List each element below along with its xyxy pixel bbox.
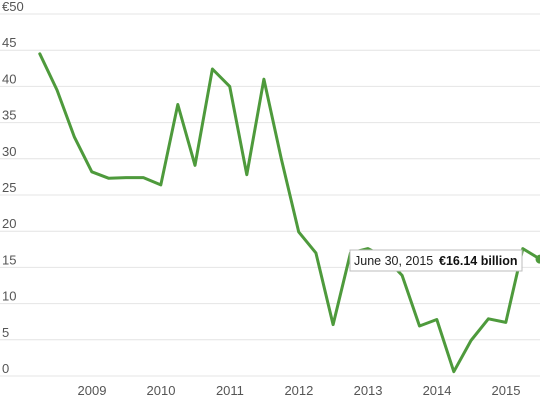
hover-tooltip: June 30, 2015 €16.14 billion (349, 249, 523, 272)
x-tick-label: 2009 (78, 383, 107, 398)
y-tick-label: 10 (2, 289, 16, 304)
x-tick-label: 2013 (354, 383, 383, 398)
tooltip-value: €16.14 billion (439, 254, 518, 268)
x-tick-label: 2015 (492, 383, 521, 398)
y-tick-label: 0 (2, 361, 9, 376)
y-tick-label: 40 (2, 71, 16, 86)
y-tick-label: 30 (2, 144, 16, 159)
x-tick-label: 2014 (423, 383, 452, 398)
series-line (38, 52, 540, 374)
y-tick-label: 45 (2, 35, 16, 50)
y-tick-label: 15 (2, 252, 16, 267)
tooltip-box (349, 249, 523, 272)
series-line-group (38, 52, 540, 374)
y-tick-label: 35 (2, 108, 16, 123)
x-axis-ticks: 2009 2010 2011 2012 2013 2014 2015 (78, 383, 521, 398)
y-tick-label: 5 (2, 325, 9, 340)
x-tick-label: 2012 (284, 383, 313, 398)
highlight-point[interactable] (535, 254, 540, 264)
tooltip-date: June 30, 2015 (354, 254, 433, 268)
x-tick-label: 2011 (216, 383, 244, 398)
y-tick-label: 20 (2, 216, 16, 231)
x-tick-label: 2010 (147, 383, 176, 398)
grid-lines (0, 13, 540, 377)
y-tick-label: 25 (2, 180, 16, 195)
y-axis-ticks: €50 45 40 35 30 25 20 15 10 5 0 (2, 0, 24, 376)
y-tick-label: €50 (2, 0, 24, 14)
